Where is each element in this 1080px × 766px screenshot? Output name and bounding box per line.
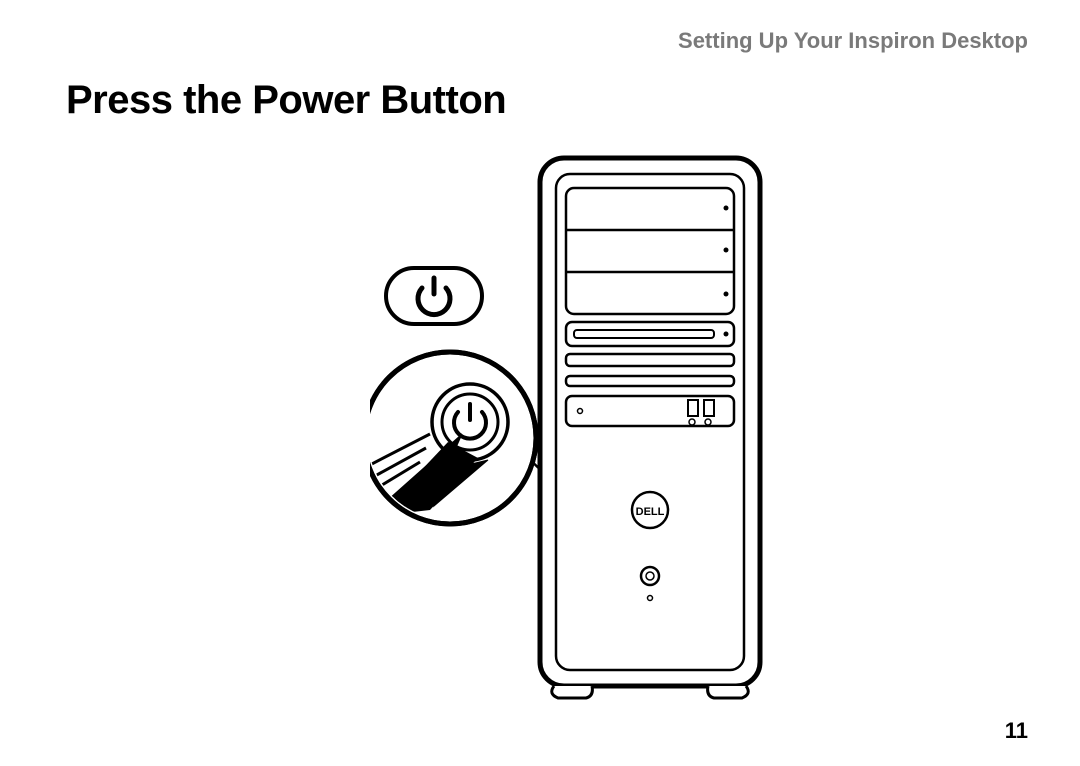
power-symbol-callout <box>386 268 482 324</box>
front-io-panel <box>566 396 734 426</box>
section-header: Setting Up Your Inspiron Desktop <box>678 28 1028 54</box>
power-button-illustration: DELL <box>370 138 980 708</box>
page-title: Press the Power Button <box>66 78 506 123</box>
desktop-tower: DELL <box>540 158 760 698</box>
tower-power-button <box>641 567 659 585</box>
manual-page: Setting Up Your Inspiron Desktop Press t… <box>0 0 1080 766</box>
dell-logo-icon: DELL <box>632 492 668 528</box>
power-button-zoom <box>370 352 536 524</box>
svg-text:DELL: DELL <box>636 506 665 518</box>
page-number: 11 <box>1005 718 1028 744</box>
